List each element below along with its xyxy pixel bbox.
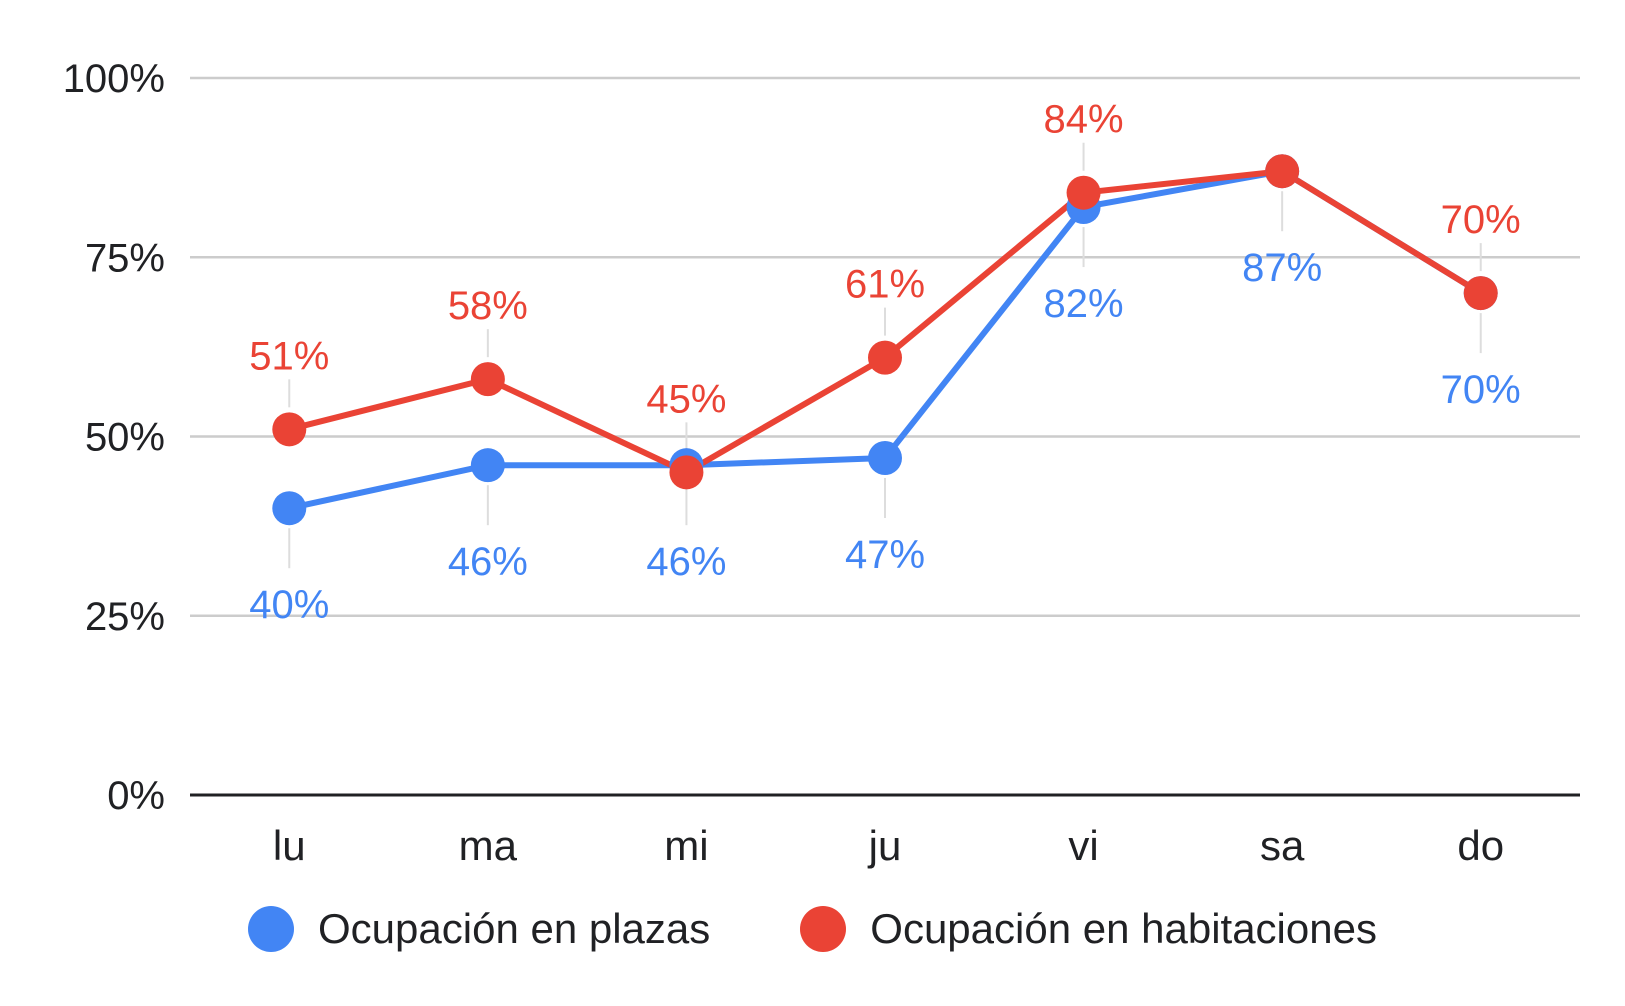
data-point — [1066, 175, 1101, 210]
data-point — [868, 441, 902, 476]
legend-item-habitaciones[interactable]: Ocupación en habitaciones — [800, 905, 1377, 953]
gridlines — [190, 76, 1580, 797]
label-leaders — [288, 142, 1482, 569]
data-labels: 40% 46% 46% 47% 82% 87% 70% 51% 58% 45% 61% 84% 70% — [249, 98, 1520, 627]
x-axis-ticks: lu ma mi ju vi sa do — [273, 822, 1504, 869]
legend-marker-habitaciones — [800, 906, 847, 952]
data-point — [669, 455, 704, 490]
legend-label-habitaciones: Ocupación en habitaciones — [870, 905, 1377, 952]
series-points — [272, 154, 1498, 526]
y-tick-label: 100% — [63, 57, 165, 101]
data-label: 58% — [448, 284, 528, 328]
y-axis-ticks: 0% 25% 50% 75% 100% — [63, 57, 165, 818]
data-label: 82% — [1044, 282, 1124, 326]
data-label: 70% — [1441, 368, 1521, 412]
x-tick-label: do — [1457, 822, 1504, 869]
data-label: 45% — [646, 377, 726, 421]
data-point — [470, 448, 505, 483]
x-tick-label: ju — [867, 822, 902, 869]
line-chart: 0% 25% 50% 75% 100% lu ma mi ju vi sa do 40% 46% 46%… — [63, 57, 1580, 869]
y-tick-label: 0% — [107, 774, 165, 818]
x-tick-label: sa — [1260, 822, 1305, 869]
data-point — [470, 362, 505, 397]
y-tick-label: 75% — [85, 236, 165, 280]
data-point — [868, 340, 902, 375]
y-tick-label: 25% — [85, 595, 165, 639]
x-tick-label: vi — [1068, 822, 1098, 869]
data-label: 40% — [249, 583, 329, 627]
y-tick-label: 50% — [85, 416, 165, 460]
legend-item-plazas[interactable]: Ocupación en plazas — [248, 905, 710, 953]
legend-marker-plazas — [248, 906, 295, 952]
data-point — [1463, 276, 1498, 311]
data-point — [272, 412, 307, 447]
data-label: 70% — [1441, 198, 1521, 242]
x-tick-label: mi — [664, 822, 708, 869]
data-label: 46% — [646, 540, 726, 584]
legend-label-plazas: Ocupación en plazas — [318, 905, 711, 952]
data-label: 87% — [1242, 246, 1322, 290]
x-tick-label: lu — [273, 822, 306, 869]
data-point — [272, 491, 307, 526]
data-label: 51% — [249, 334, 329, 378]
data-label: 61% — [845, 263, 925, 307]
legend: Ocupación en plazas Ocupación en habitac… — [0, 905, 1625, 953]
data-label: 47% — [845, 533, 925, 577]
data-label: 46% — [448, 540, 528, 584]
data-point — [1265, 154, 1300, 189]
x-tick-label: ma — [459, 822, 518, 869]
data-label: 84% — [1044, 98, 1124, 142]
